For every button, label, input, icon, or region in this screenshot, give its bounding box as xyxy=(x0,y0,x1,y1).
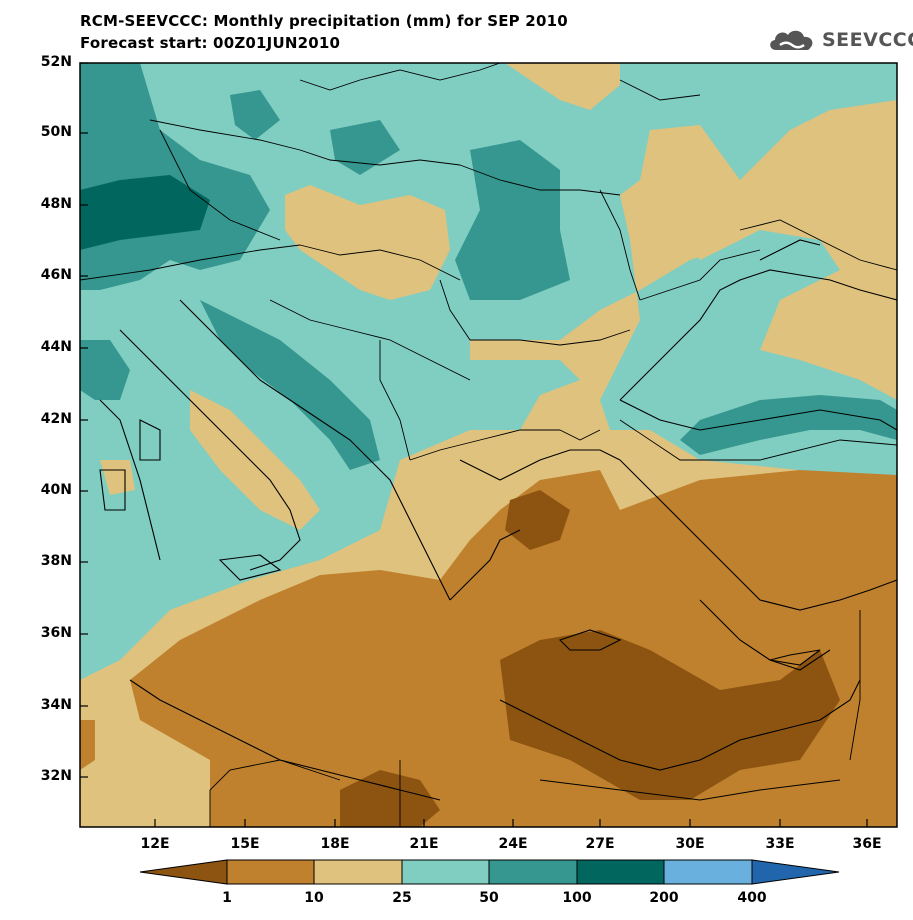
colorbar-label-400: 400 xyxy=(737,890,767,906)
lat-label-42n: 42N xyxy=(40,411,72,427)
region-below-1-aegean xyxy=(505,490,570,550)
forecast-start: Forecast start: 00Z01JUN2010 xyxy=(80,34,341,52)
coastline xyxy=(769,649,821,666)
border-line xyxy=(599,189,641,301)
border-line xyxy=(619,419,897,461)
border-line xyxy=(149,119,461,166)
border-line xyxy=(439,279,471,341)
colorbar-label-1: 1 xyxy=(222,890,232,906)
cloud-icon xyxy=(770,30,813,50)
coastline xyxy=(99,469,126,511)
border-line xyxy=(539,779,841,801)
coastline xyxy=(179,299,451,601)
coastline xyxy=(619,399,897,431)
lon-label-18e: 18E xyxy=(320,836,350,852)
coastline xyxy=(99,399,161,561)
colorbar-seg-0 xyxy=(139,859,228,885)
border-line xyxy=(299,63,501,91)
border-line xyxy=(80,244,301,281)
border-line xyxy=(739,219,897,271)
region-100-200 xyxy=(80,175,210,250)
region-below-1-libya xyxy=(340,770,440,827)
lon-label-24e: 24E xyxy=(498,836,528,852)
coastline xyxy=(218,554,282,581)
x-axis-ticks xyxy=(154,819,868,827)
border-line xyxy=(470,329,631,346)
border-line xyxy=(559,429,601,441)
coastline xyxy=(499,679,861,771)
lon-label-21e: 21E xyxy=(409,836,439,852)
colorbar-seg-1 xyxy=(226,859,315,885)
region-50-100-carpathians xyxy=(455,140,570,300)
region-50-100-pontic xyxy=(680,395,897,455)
coastline xyxy=(759,239,821,261)
map-title: RCM-SEEVCCC: Monthly precipitation (mm) … xyxy=(80,12,568,30)
lat-label-50n: 50N xyxy=(40,124,72,140)
border-line xyxy=(209,759,341,827)
colorbar-label-200: 200 xyxy=(649,890,679,906)
colorbar-seg-3 xyxy=(401,859,490,885)
coastline xyxy=(558,629,622,651)
border-line xyxy=(159,129,281,241)
region-50-100-balkans xyxy=(200,300,380,470)
lat-label-34n: 34N xyxy=(40,697,72,713)
colorbar-label-25: 25 xyxy=(392,890,412,906)
border-line xyxy=(409,429,560,461)
lat-label-32n: 32N xyxy=(40,768,72,784)
colorbar-seg-6 xyxy=(663,859,753,885)
colorbar-seg-5 xyxy=(576,859,665,885)
colorbar-label-50: 50 xyxy=(479,890,499,906)
lat-label-48n: 48N xyxy=(40,196,72,212)
map-frame xyxy=(79,62,898,828)
border-line xyxy=(619,79,701,101)
region-50-100-czech xyxy=(330,120,400,175)
border-line xyxy=(639,249,761,301)
lat-label-36n: 36N xyxy=(40,625,72,641)
coastline xyxy=(129,679,441,801)
lon-label-12e: 12E xyxy=(140,836,170,852)
border-line xyxy=(459,164,621,196)
colorbar xyxy=(139,859,840,885)
lon-label-15e: 15E xyxy=(230,836,260,852)
border-line xyxy=(299,244,461,281)
region-10-25-north xyxy=(505,63,620,110)
lat-label-46n: 46N xyxy=(40,267,72,283)
colorbar-label-100: 100 xyxy=(562,890,592,906)
region-10-25-sardinia xyxy=(100,460,135,495)
colorbar-seg-7 xyxy=(751,859,840,885)
logo-text: SEEVCCC xyxy=(822,29,913,51)
border-line xyxy=(849,610,861,761)
colorbar-label-10: 10 xyxy=(304,890,324,906)
lat-label-40n: 40N xyxy=(40,482,72,498)
coastline xyxy=(699,599,831,671)
coastline xyxy=(619,459,897,611)
lon-label-36e: 36E xyxy=(852,836,882,852)
coastline xyxy=(119,329,301,571)
colorbar-seg-4 xyxy=(488,859,578,885)
region-10-25-pannonia xyxy=(285,185,450,300)
y-axis-ticks xyxy=(80,62,88,778)
coastline xyxy=(619,269,897,401)
lon-label-33e: 33E xyxy=(765,836,795,852)
lon-label-30e: 30E xyxy=(675,836,705,852)
lat-label-44n: 44N xyxy=(40,339,72,355)
border-line xyxy=(379,340,411,461)
coastline xyxy=(449,529,521,601)
region-1-10-west xyxy=(80,720,95,770)
region-10-25-italy xyxy=(190,390,320,530)
region-50-100-italy xyxy=(80,340,130,400)
region-50-100-bohemia xyxy=(230,90,280,140)
border-line xyxy=(269,299,471,381)
region-10-25-black-sea-west xyxy=(680,210,740,260)
coastline xyxy=(139,419,161,461)
lon-label-27e: 27E xyxy=(585,836,615,852)
region-below-1 xyxy=(500,630,840,800)
lat-label-52n: 52N xyxy=(40,54,72,70)
colorbar-seg-2 xyxy=(313,859,403,885)
seevccc-logo: SEEVCCC xyxy=(766,26,913,54)
lat-label-38n: 38N xyxy=(40,553,72,569)
coastline xyxy=(459,449,621,481)
